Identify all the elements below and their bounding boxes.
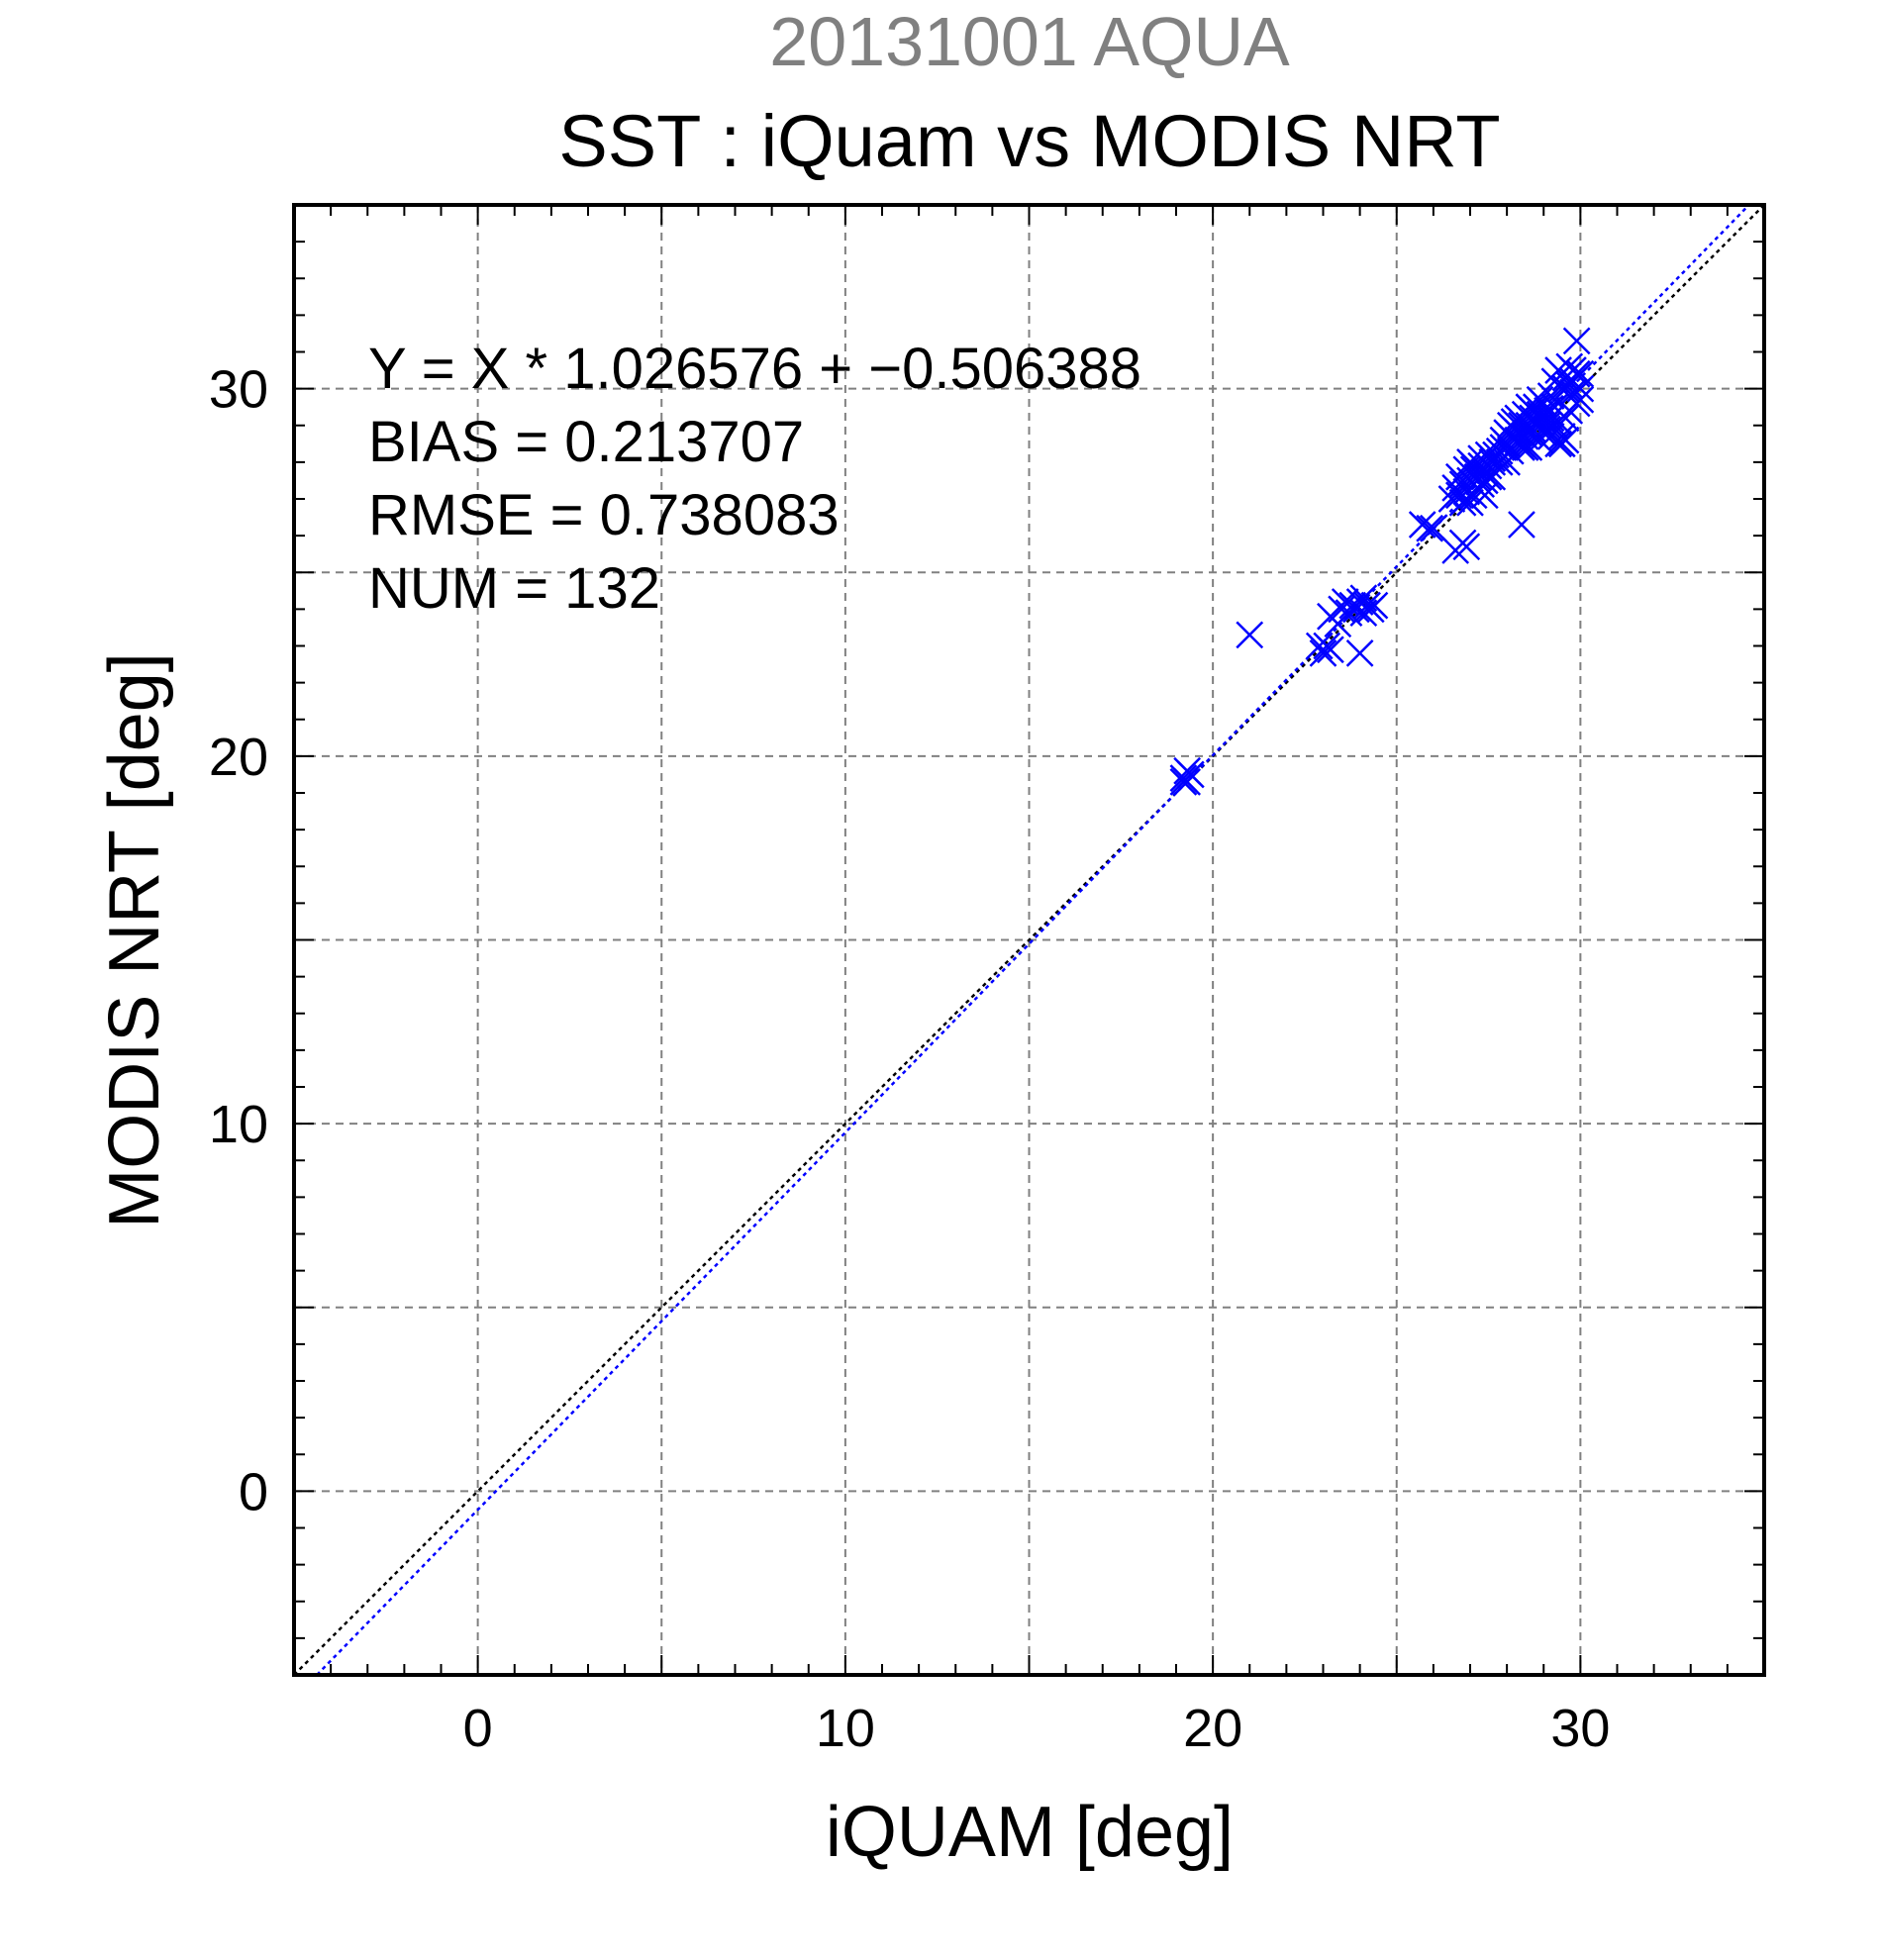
data-point-stroke — [1544, 430, 1572, 458]
data-point-stroke — [1474, 462, 1503, 491]
y-axis-label: MODIS NRT [deg] — [95, 652, 174, 1228]
plot-frame — [292, 203, 1766, 1677]
data-point-stroke — [1519, 404, 1546, 433]
date-label: 20131001 AQUA — [769, 3, 1290, 80]
x-axis-label: iQUAM [deg] — [826, 1793, 1234, 1872]
data-point-stroke — [1360, 591, 1389, 620]
data-point — [1452, 533, 1481, 561]
data-point — [1452, 485, 1481, 513]
data-point — [1551, 374, 1580, 403]
y-tick-label: 0 — [239, 1462, 268, 1521]
bias-label: BIAS = 0.213707 — [368, 410, 804, 474]
data-point — [1169, 767, 1198, 796]
data-point — [1173, 767, 1202, 796]
data-point — [1536, 382, 1565, 410]
data-point — [1236, 621, 1264, 649]
data-point-stroke — [1566, 385, 1595, 414]
data-point-stroke — [1416, 514, 1444, 542]
tick-labels: 0 0 10 10 20 20 30 30 — [209, 360, 1610, 1758]
data-point-stroke — [1508, 511, 1535, 539]
data-point — [1493, 419, 1522, 447]
data-point-stroke — [1493, 419, 1522, 447]
x-tick-label: 20 — [1183, 1699, 1242, 1758]
data-point — [1459, 451, 1488, 480]
data-point-stroke — [1173, 767, 1202, 796]
data-point-stroke — [1540, 411, 1569, 440]
data-point-stroke — [1470, 481, 1499, 510]
data-point — [1519, 404, 1546, 433]
y-tick-label: 20 — [209, 728, 268, 787]
data-point-stroke — [1551, 426, 1580, 454]
stats-annotation: Y = X * 1.026576 + −0.506388 BIAS = 0.21… — [368, 337, 1141, 621]
data-point-stroke — [1562, 359, 1591, 388]
data-point-stroke — [1317, 636, 1344, 664]
y-tick-label: 10 — [209, 1095, 268, 1154]
reference-lines — [293, 204, 1765, 1676]
data-point — [1508, 511, 1535, 539]
data-point-stroke — [1452, 485, 1481, 513]
data-point-stroke — [1508, 434, 1535, 461]
data-point — [1474, 462, 1503, 491]
data-points — [1169, 327, 1595, 796]
x-tick-label: 30 — [1550, 1699, 1610, 1758]
data-point-stroke — [1489, 426, 1518, 454]
data-point-stroke — [1536, 382, 1565, 410]
data-point — [1566, 385, 1595, 414]
identity-line — [293, 204, 1765, 1676]
data-point — [1566, 374, 1595, 403]
chart-title: SST : iQuam vs MODIS NRT — [558, 100, 1500, 182]
data-point-stroke — [1169, 767, 1198, 796]
data-point — [1345, 639, 1374, 667]
data-point — [1173, 756, 1202, 785]
data-point — [1562, 327, 1591, 355]
data-point — [1419, 514, 1447, 542]
data-point — [1317, 636, 1344, 664]
regression-line — [316, 204, 1750, 1676]
data-point — [1470, 481, 1499, 510]
data-point-stroke — [1459, 451, 1488, 480]
data-point — [1478, 444, 1507, 473]
data-point — [1534, 415, 1561, 443]
data-point-stroke — [1173, 756, 1202, 785]
data-point-stroke — [1419, 514, 1447, 542]
fit-equation: Y = X * 1.026576 + −0.506388 — [368, 337, 1141, 401]
data-point-stroke — [1562, 327, 1591, 355]
x-tick-label: 0 — [463, 1699, 493, 1758]
data-point-stroke — [1534, 415, 1561, 443]
data-point — [1408, 511, 1436, 539]
data-point — [1416, 514, 1444, 542]
data-point-stroke — [1408, 511, 1436, 539]
data-point-stroke — [1236, 621, 1264, 649]
data-point-stroke — [1309, 639, 1337, 667]
x-tick-label: 10 — [816, 1699, 875, 1758]
data-point-stroke — [1349, 584, 1378, 613]
data-point — [1540, 411, 1569, 440]
data-point — [1544, 430, 1572, 458]
data-point-stroke — [1452, 533, 1481, 561]
data-point — [1526, 385, 1554, 414]
data-point — [1309, 639, 1337, 667]
data-point — [1305, 632, 1334, 660]
data-point — [1360, 591, 1389, 620]
data-point — [1496, 437, 1525, 465]
data-point-stroke — [1496, 437, 1525, 465]
data-point-stroke — [1305, 632, 1334, 660]
data-point-stroke — [1345, 639, 1374, 667]
y-tick-label: 30 — [209, 360, 268, 420]
num-label: NUM = 132 — [368, 556, 660, 621]
data-point-stroke — [1478, 444, 1507, 473]
data-point-stroke — [1522, 393, 1550, 422]
data-point-stroke — [1566, 374, 1595, 403]
data-point-stroke — [1526, 385, 1554, 414]
data-point — [1551, 426, 1580, 454]
rmse-label: RMSE = 0.738083 — [368, 483, 840, 547]
data-point-stroke — [1551, 374, 1580, 403]
